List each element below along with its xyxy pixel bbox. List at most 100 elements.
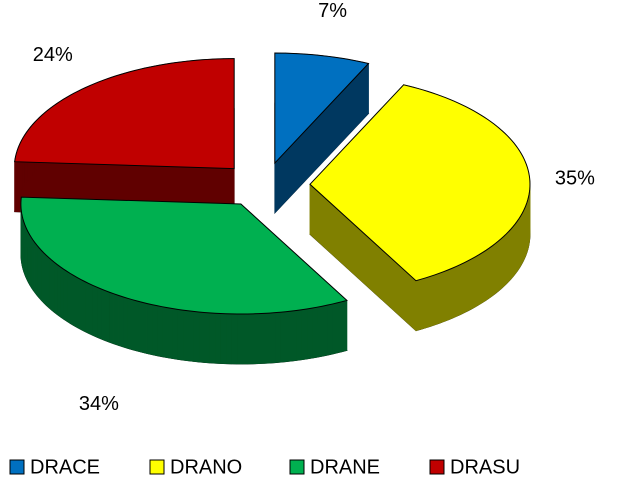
slice-side bbox=[455, 264, 461, 317]
slice-side bbox=[203, 312, 210, 364]
slice-side bbox=[263, 312, 270, 364]
slice bbox=[20, 196, 348, 315]
slice-side bbox=[96, 286, 102, 340]
slice-side bbox=[66, 270, 71, 324]
slice-side bbox=[478, 251, 483, 306]
slice-side bbox=[177, 308, 184, 361]
slice-side bbox=[214, 312, 221, 364]
slice-side bbox=[88, 282, 93, 336]
slice-side bbox=[492, 242, 496, 297]
slice-side bbox=[236, 313, 243, 365]
slice-side bbox=[488, 245, 493, 299]
slice-side bbox=[161, 306, 168, 358]
slice-side bbox=[198, 311, 205, 363]
slice-side bbox=[230, 313, 238, 365]
legend-swatch bbox=[289, 459, 305, 475]
slice-side bbox=[495, 240, 499, 295]
slice-side bbox=[38, 246, 42, 302]
slice-side bbox=[51, 259, 55, 313]
data-label: 24% bbox=[33, 44, 73, 66]
slice-side bbox=[258, 313, 265, 364]
data-label: 34% bbox=[79, 393, 119, 415]
slice-side bbox=[415, 278, 422, 332]
slice-side bbox=[92, 284, 98, 338]
slice-side bbox=[59, 266, 64, 320]
legend-swatch bbox=[429, 459, 445, 475]
slice-side bbox=[295, 309, 302, 361]
slice-side bbox=[500, 235, 505, 290]
legend-swatch bbox=[9, 459, 25, 475]
slice-side bbox=[118, 294, 124, 348]
slice-side bbox=[84, 281, 89, 334]
slice-side bbox=[485, 247, 490, 301]
slice-side bbox=[311, 306, 318, 359]
slice-side bbox=[336, 301, 343, 354]
slice-group bbox=[274, 52, 370, 215]
slice-side bbox=[146, 303, 153, 355]
slice-side bbox=[269, 312, 276, 364]
slice-side bbox=[127, 297, 133, 351]
slice-side bbox=[467, 258, 473, 312]
data-label: 35% bbox=[555, 168, 595, 190]
slice-side bbox=[306, 307, 313, 360]
slice-group bbox=[14, 58, 235, 220]
slice-side bbox=[36, 244, 40, 299]
slice-side bbox=[497, 238, 502, 292]
slice-side bbox=[141, 301, 148, 354]
legend-label: DRACE bbox=[30, 456, 100, 478]
slice-side bbox=[301, 308, 308, 361]
slice-side bbox=[508, 228, 512, 283]
slice-side bbox=[53, 261, 58, 316]
slice-side bbox=[109, 291, 115, 345]
data-label: 7% bbox=[318, 0, 347, 22]
slice-side bbox=[429, 274, 435, 327]
slice-side bbox=[225, 313, 232, 365]
slice-group bbox=[309, 84, 531, 332]
slice-side bbox=[475, 254, 480, 308]
slice-side bbox=[316, 305, 323, 358]
legend-label: DRANE bbox=[310, 456, 380, 478]
slice-side bbox=[512, 223, 516, 278]
slice-side bbox=[122, 296, 128, 349]
slice-side bbox=[482, 249, 487, 304]
slice bbox=[309, 84, 531, 282]
slice-side bbox=[113, 293, 119, 346]
slice-side bbox=[73, 274, 78, 329]
slice-side bbox=[247, 313, 254, 365]
slice-side bbox=[166, 307, 173, 359]
slice bbox=[274, 52, 370, 165]
slice-side bbox=[443, 269, 449, 323]
slice-side bbox=[220, 313, 227, 365]
slice-side bbox=[252, 313, 259, 365]
slice-side bbox=[45, 254, 50, 309]
slice-side bbox=[40, 249, 44, 304]
slice-side bbox=[285, 310, 292, 363]
slice-side bbox=[69, 272, 74, 326]
slice-side bbox=[151, 304, 158, 357]
slice-side bbox=[80, 279, 86, 332]
slice-side bbox=[451, 265, 457, 319]
slice-side bbox=[434, 272, 440, 326]
slice-side bbox=[279, 311, 286, 363]
slice-side bbox=[182, 309, 189, 362]
slice-side bbox=[503, 233, 507, 288]
slice-side bbox=[321, 304, 328, 357]
slice-side bbox=[505, 230, 510, 285]
slice-side bbox=[331, 302, 338, 355]
slice-side bbox=[193, 311, 200, 363]
slice-side bbox=[43, 252, 47, 306]
slice-side bbox=[420, 277, 426, 330]
slice-side bbox=[241, 313, 248, 365]
slice-side bbox=[136, 300, 143, 353]
slice-side bbox=[100, 288, 106, 342]
slice-side bbox=[104, 290, 110, 343]
slice-side bbox=[290, 310, 297, 362]
slice-side bbox=[326, 303, 333, 356]
legend-label: DRANO bbox=[170, 456, 242, 478]
legend-swatch bbox=[149, 459, 165, 475]
slice-side bbox=[48, 256, 52, 311]
slice-side bbox=[63, 268, 68, 322]
slice-side bbox=[510, 225, 514, 280]
slice-side bbox=[132, 299, 138, 352]
